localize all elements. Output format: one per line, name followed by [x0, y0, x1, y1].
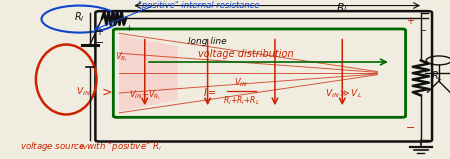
Text: $V_{IN}$$\gg$$V_L$: $V_{IN}$$\gg$$V_L$ — [324, 88, 362, 100]
Text: $V_{IN}{-}V_{R_i}$: $V_{IN}{-}V_{R_i}$ — [129, 89, 161, 102]
Polygon shape — [119, 35, 177, 111]
Text: +: + — [406, 16, 414, 26]
Text: $-$: $-$ — [94, 36, 104, 46]
Text: $R_i$: $R_i$ — [74, 11, 85, 24]
Text: $I =$: $I =$ — [203, 86, 217, 98]
Text: +: + — [95, 27, 103, 37]
Text: $R_l$: $R_l$ — [336, 2, 348, 15]
Text: $-$: $-$ — [419, 24, 427, 33]
Text: $>$: $>$ — [99, 86, 112, 99]
Text: $R_L$: $R_L$ — [431, 69, 443, 83]
Text: $V_{R_i}$: $V_{R_i}$ — [115, 50, 128, 64]
Text: voltage source with "positive" $R_i$: voltage source with "positive" $R_i$ — [20, 140, 162, 153]
Text: long line: long line — [188, 37, 227, 46]
Text: "positive" internal resistance: "positive" internal resistance — [138, 1, 259, 10]
Text: voltage distribution: voltage distribution — [198, 49, 293, 59]
Text: $R_i{+}R_l{+}R_L$: $R_i{+}R_l{+}R_L$ — [223, 95, 260, 107]
Text: $V_{IN}$: $V_{IN}$ — [234, 76, 248, 89]
Text: $V_{IN}$: $V_{IN}$ — [76, 86, 90, 98]
Text: +: + — [126, 24, 132, 33]
Text: $-$: $-$ — [405, 121, 415, 131]
Text: $_{0V}$: $_{0V}$ — [79, 143, 89, 152]
